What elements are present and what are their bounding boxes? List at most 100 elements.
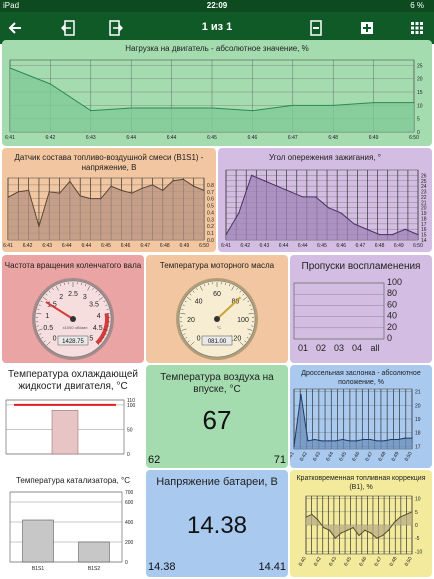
catalyst-panel[interactable]: Температура катализатора, °C 0 200 400 600 7…: [2, 470, 144, 577]
ignition-data-point: [302, 196, 304, 198]
throttle-data-point: [293, 445, 295, 447]
intake-air-value: 67: [202, 405, 232, 435]
oil_temp-gauge-tick: [183, 333, 186, 335]
oil_temp-gauge-tick: [242, 293, 245, 296]
ignition-y-tick-label: 21: [421, 200, 427, 206]
battery-panel[interactable]: Напряжение батареи, В 14.38 14.38 14.41: [146, 470, 288, 577]
catalyst-bar-B1S1: [22, 519, 54, 563]
throttle-x-tick-label: 6:50: [404, 451, 414, 463]
oil-temp-panel[interactable]: Температура моторного масла 020406080100…: [146, 255, 288, 363]
rpm-readout-box: [57, 335, 89, 346]
grid-menu-button[interactable]: [407, 18, 427, 38]
stft-data-point: [387, 529, 390, 531]
rpm-title: Частота вращения коленчатого вала: [4, 261, 142, 270]
intake-air-panel[interactable]: Температура воздуха на впуске, °C 67 62 …: [146, 365, 288, 468]
ignition-y-tick-label: 23: [421, 190, 427, 196]
throttle-data-point: [321, 440, 323, 442]
rpm-gauge-tick-label: 5: [89, 335, 93, 342]
rpm-gauge-tick: [87, 285, 91, 291]
oil_temp-gauge-tick: [192, 290, 195, 293]
remove-page-button[interactable]: [306, 18, 326, 38]
o2_sensor-y-tick-label: 0.3: [207, 217, 214, 223]
oil_temp-gauge-tick: [239, 290, 242, 293]
throttle-x-tick-label: 6:46: [351, 451, 361, 463]
rpm-gauge-tick: [105, 304, 108, 306]
oil_temp-gauge-tick: [236, 288, 238, 291]
coolant-bar: [51, 410, 79, 455]
throttle-y-tick-label: 17: [415, 444, 421, 450]
stft-data-point: [352, 527, 354, 529]
oil-temp-title: Температура моторного масла: [159, 261, 275, 270]
oil_temp-gauge-tick-label: 120: [230, 335, 242, 342]
engine_load-x-tick-label: 6:41: [5, 135, 15, 141]
status-bar: iPad 22:09 6 %: [0, 0, 434, 12]
previous-page-button[interactable]: [58, 18, 78, 38]
catalyst-y-tick-label: 400: [125, 520, 134, 526]
oil_temp-gauge-tick-label: 0: [197, 335, 201, 342]
engine_load-x-tick-label: 6:46: [248, 135, 258, 141]
o2-sensor-title: Датчик состава топливо-воздушной смеси (…: [14, 153, 204, 172]
o2_sensor-data-point: [7, 196, 9, 198]
coolant-panel[interactable]: Температура охлаждающей жидкости двигате…: [2, 365, 144, 468]
throttle-title: Дроссельная заслонка - абсолютное положе…: [301, 370, 421, 386]
throttle-x-tick-label: 6:42: [299, 451, 309, 463]
throttle-series-line: [293, 394, 412, 447]
oil_temp-gauge-tick: [186, 297, 192, 301]
oil_temp-gauge-tick: [249, 304, 252, 306]
o2_sensor-data-point: [89, 198, 92, 200]
oil_temp-gauge-tick: [182, 304, 185, 306]
intake-air-min: 62: [148, 454, 161, 466]
misfire-title: Пропуски воспламенения: [301, 261, 421, 272]
engine_load-x-tick-label: 6:48: [328, 135, 338, 141]
rpm-gauge-tick: [104, 333, 107, 335]
rpm-gauge-tick: [92, 288, 94, 291]
ignition-data-point: [417, 234, 419, 236]
stft-data-point: [364, 529, 366, 531]
o2_sensor-y-tick-label: 0.5: [207, 204, 214, 210]
rpm-gauge-tick: [42, 297, 48, 301]
rpm-panel[interactable]: Частота вращения коленчатого вала 00.5 1 1…: [2, 255, 144, 363]
o2_sensor-data-point: [58, 192, 61, 194]
back-button[interactable]: [5, 18, 25, 38]
rpm-gauge-tick-label: 0.5: [43, 325, 53, 332]
o2_sensor-data-point: [162, 189, 164, 191]
rpm-gauge-tick: [103, 328, 109, 331]
oil_temp-gauge-tick: [248, 312, 254, 315]
throttle-data-point: [328, 440, 330, 442]
ignition-panel[interactable]: Угол опережения зажигания, ° 14 15 16 17 18 1…: [218, 148, 432, 252]
throttle-y-tick-label: 20: [415, 403, 421, 409]
battery-level: 6 %: [410, 1, 424, 10]
rpm-gauge-tick: [46, 341, 51, 346]
throttle-panel[interactable]: Дроссельная заслонка - абсолютное положе…: [290, 365, 432, 468]
oil_temp-gauge-tick: [196, 288, 198, 291]
ignition-y-tick-label: 26: [421, 173, 427, 179]
o2-sensor-panel[interactable]: Датчик состава топливо-воздушной смеси (…: [2, 148, 216, 252]
o2_sensor-data-point: [17, 191, 19, 193]
rpm-gauge-tick-label: 2.5: [68, 291, 78, 298]
engine_load-x-tick-label: 6:44: [167, 135, 177, 141]
coolant-title: Температура охлаждающей жидкости двигате…: [7, 369, 139, 392]
stft-data-point: [370, 532, 372, 534]
misfire-x-tick-label: 01: [298, 343, 308, 353]
misfire-panel[interactable]: Пропуски воспламенения 0 20 40 60 80 100 01 02 0…: [290, 255, 432, 363]
grid-icon: [411, 22, 423, 34]
arrow-left-icon: [8, 22, 21, 34]
engine_load-x-tick-label: 6:47: [288, 135, 298, 141]
oil_temp-gauge-unit: °C: [217, 325, 222, 330]
next-page-button[interactable]: [106, 18, 126, 38]
stft-panel[interactable]: Кратковременная топливная коррекция (B1)…: [290, 470, 432, 577]
stft-x-tick-label: 6:46: [358, 556, 368, 568]
o2_sensor-x-tick-label: 6:43: [42, 243, 52, 249]
ignition-x-tick-label: 6:45: [317, 243, 327, 249]
throttle-data-point: [335, 440, 337, 442]
o2_sensor-y-tick-label: 0.6: [207, 197, 214, 203]
throttle-data-point: [362, 438, 365, 441]
engine_load-x-tick-label: 6:44: [126, 135, 136, 141]
rpm-gauge-tick-label: 4.5: [93, 325, 103, 332]
engine-load-panel[interactable]: Нагрузка на двигатель - абсолютное значе…: [2, 40, 432, 146]
ignition-data-point: [353, 223, 355, 225]
add-page-button[interactable]: [357, 18, 377, 38]
o2_sensor-data-point: [151, 184, 154, 186]
engine_load-data-point: [130, 107, 132, 109]
o2_sensor-series-line: [7, 178, 205, 228]
